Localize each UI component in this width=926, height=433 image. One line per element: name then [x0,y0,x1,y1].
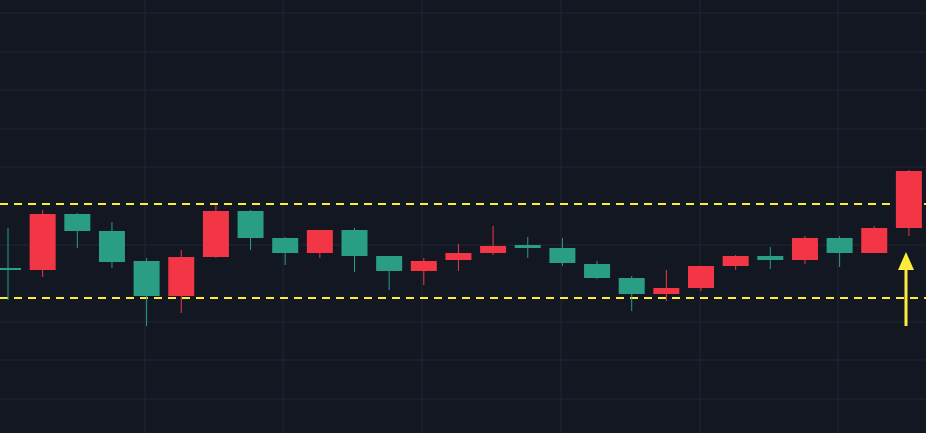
candle-body [202,211,229,257]
candle-body [688,266,714,288]
candle-body [722,256,749,266]
candle-body [584,264,611,278]
candles [0,170,922,326]
candle-body [237,211,264,238]
levels [0,203,926,299]
candle-body [861,228,888,253]
candle-body [341,230,368,256]
candle-body [549,248,576,263]
candle-body [29,214,56,270]
candle-body [757,256,784,260]
candle-body [653,288,680,294]
candle-body [445,253,472,260]
candle-body [480,246,507,253]
candle-body [514,245,541,248]
candle-body [895,171,922,228]
candle-body [168,257,195,296]
candle-body [376,256,403,271]
arrow-annotation [898,252,914,326]
candle-body [791,238,818,260]
candle-body [410,261,437,271]
candle-body [133,261,160,296]
candle-body [98,231,125,262]
candle-body [64,214,91,231]
candle-body [826,238,853,253]
candle-body [618,278,645,294]
candle-body [306,230,333,253]
candle-body [272,238,299,253]
candle-body [0,268,21,270]
